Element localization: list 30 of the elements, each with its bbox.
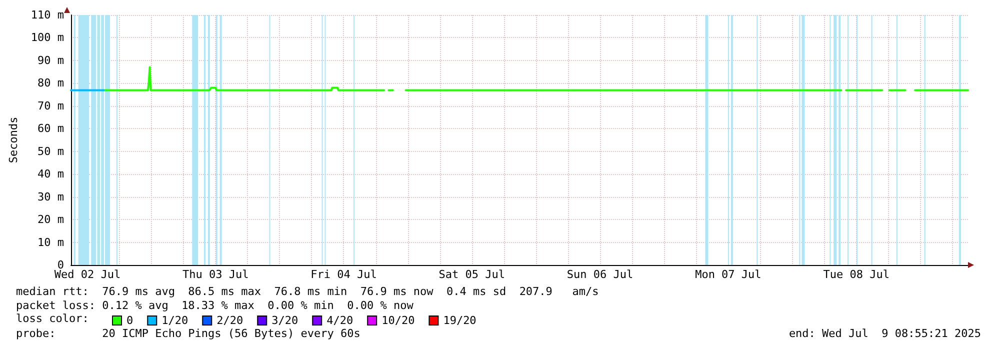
legend-label: 0 — [126, 314, 134, 327]
x-tick-label: Tue 08 Jul — [823, 268, 890, 281]
text: end: Wed Jul 9 08:55:21 2025 — [788, 327, 981, 340]
x-tick-label: Fri 04 Jul — [310, 268, 377, 281]
x-tick-label: Thu 03 Jul — [182, 268, 249, 281]
text: median rtt: 76.9 ms avg 86.5 ms max 76.8 ms min 76.9 ms now 0.4 ms sd 207.9 am/s — [16, 285, 599, 298]
y-tick-label: 10 m — [38, 236, 64, 249]
y-tick-label: 60 m — [38, 122, 64, 136]
y-tick-label: 110 m — [30, 8, 64, 22]
legend-title: loss color: — [16, 312, 89, 325]
text: packet loss: 0.12 % avg 18.33 % max 0.00 % min 0.00 % now — [16, 299, 414, 312]
legend-label: 3/20 — [272, 314, 298, 327]
y-tick-label: 30 m — [38, 190, 64, 204]
y-tick-label: 100 m — [30, 31, 64, 44]
y-tick-label: 40 m — [38, 168, 64, 181]
x-tick-label: Sat 05 Jul — [438, 268, 506, 281]
y-axis-title: Seconds — [7, 116, 20, 164]
x-tick-label: Sun 06 Jul — [566, 268, 634, 281]
y-tick-label: 20 m — [38, 213, 64, 226]
legend-label: 10/20 — [382, 314, 415, 327]
x-tick-label: Mon 07 Jul — [695, 268, 762, 281]
legend-label: 1/20 — [162, 314, 188, 327]
legend-label: 19/20 — [443, 314, 476, 327]
legend-label: 4/20 — [326, 314, 354, 327]
y-tick-label: 90 m — [38, 54, 64, 67]
y-tick-label: 70 m — [38, 99, 64, 112]
legend-label: 2/20 — [216, 314, 244, 327]
y-tick-label: 50 m — [38, 144, 64, 158]
text: probe: 20 ICMP Echo Pings (56 Bytes) every 60s — [16, 327, 360, 340]
y-tick-label: 80 m — [38, 76, 64, 90]
